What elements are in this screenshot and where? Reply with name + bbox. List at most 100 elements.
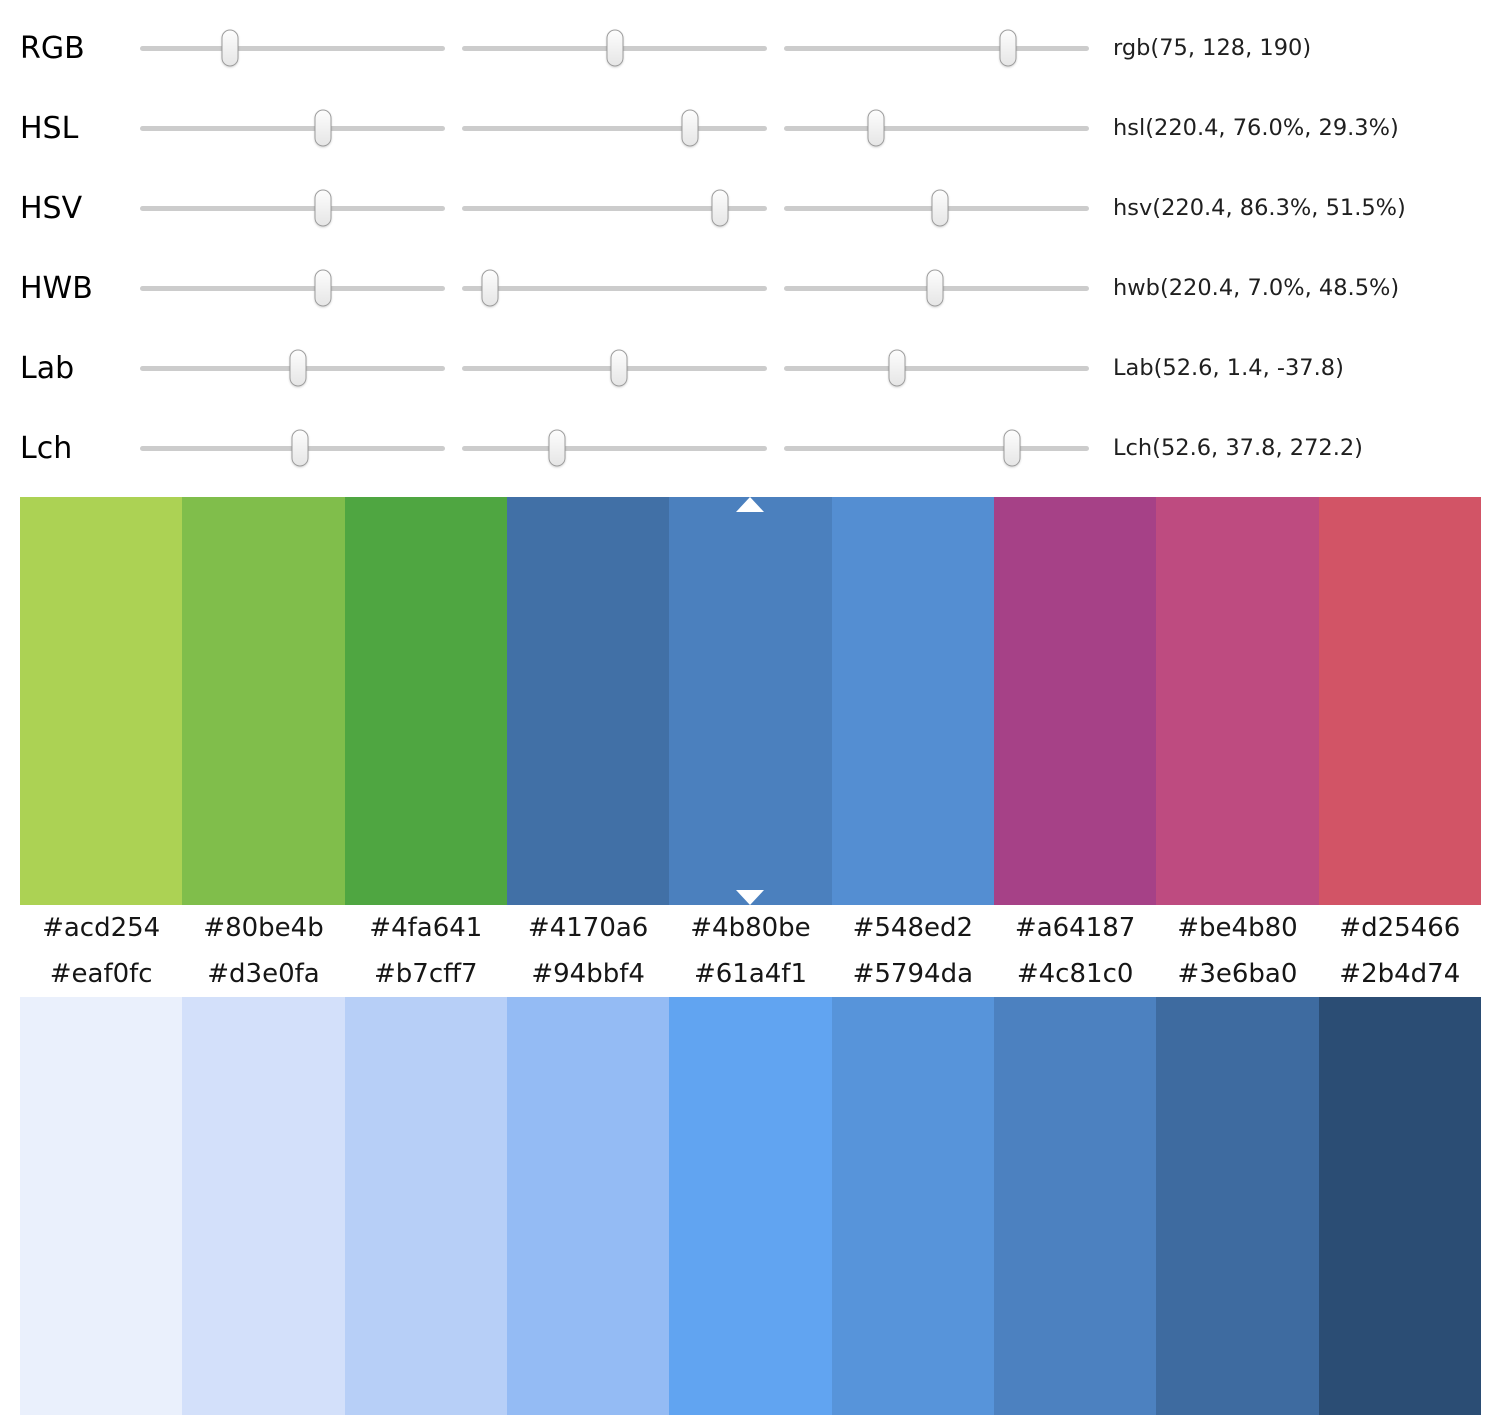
color-sliders-panel: RGB rgb(75, 128, 190) HSL hsl(220.4, 76.0%,…	[0, 0, 1501, 488]
slider-track-rgb-1[interactable]	[462, 29, 767, 67]
palette-swatch[interactable]	[993, 497, 1157, 905]
palette-swatch[interactable]	[344, 997, 507, 1415]
slider-thumb-hwb-0[interactable]	[314, 269, 332, 307]
slider-track-hsl-0[interactable]	[140, 109, 445, 147]
slider-thumb-rgb-2[interactable]	[999, 29, 1017, 67]
slider-track-hsv-1[interactable]	[462, 189, 767, 227]
slider-track-lab-1[interactable]	[462, 349, 767, 387]
swatch-hex-label: #d25466	[1339, 913, 1461, 943]
slider-value: hsl(220.4, 76.0%, 29.3%)	[1113, 115, 1399, 141]
slider-track-lab-2[interactable]	[784, 349, 1089, 387]
palette-swatch[interactable]	[506, 997, 670, 1415]
slider-thumb-lch-2[interactable]	[1003, 429, 1021, 467]
shade-palette	[20, 997, 1481, 1415]
swatch-hex-label: #5794da	[852, 959, 973, 989]
slider-value: rgb(75, 128, 190)	[1113, 35, 1312, 61]
palette-swatch[interactable]	[1318, 997, 1481, 1415]
slider-thumb-hsl-1[interactable]	[681, 109, 699, 147]
palette-swatch[interactable]	[20, 497, 183, 905]
slider-track-rgb-0[interactable]	[140, 29, 445, 67]
swatch-hex-label: #4fa641	[369, 913, 483, 943]
slider-thumb-rgb-0[interactable]	[221, 29, 239, 67]
palette-swatch[interactable]	[1156, 497, 1319, 905]
palette-swatch[interactable]	[831, 497, 994, 905]
palette-swatch[interactable]	[669, 497, 832, 905]
slider-tracks	[140, 269, 1089, 307]
swatch-hex-label: #b7cff7	[374, 959, 478, 989]
slider-tracks	[140, 109, 1089, 147]
swatch-hex-label: #4170a6	[527, 913, 649, 943]
slider-thumb-lch-1[interactable]	[548, 429, 566, 467]
slider-row-label: HSV	[20, 190, 83, 226]
slider-track-lch-2[interactable]	[784, 429, 1089, 467]
slider-row-label: HSL	[20, 110, 79, 146]
slider-track-hwb-0[interactable]	[140, 269, 445, 307]
slider-thumb-rgb-1[interactable]	[606, 29, 623, 67]
slider-track-lch-1[interactable]	[462, 429, 767, 467]
selected-swatch-marker-bottom	[736, 890, 765, 905]
palette-swatch[interactable]	[1318, 497, 1481, 905]
slider-thumb-hsl-0[interactable]	[314, 109, 332, 147]
swatch-hex-label: #4b80be	[690, 913, 811, 943]
slider-track-rgb-2[interactable]	[784, 29, 1089, 67]
slider-row-label: Lab	[20, 350, 75, 386]
slider-track-hsv-2[interactable]	[784, 189, 1089, 227]
swatch-hex-label: #4c81c0	[1016, 959, 1134, 989]
slider-row: Lch Lch(52.6, 37.8, 272.2)	[0, 408, 1501, 488]
palette-swatch[interactable]	[993, 997, 1157, 1415]
slider-thumb-hsv-0[interactable]	[314, 189, 332, 227]
slider-thumb-hwb-1[interactable]	[481, 269, 499, 307]
slider-row-label: HWB	[20, 270, 93, 306]
slider-track-hwb-2[interactable]	[784, 269, 1089, 307]
slider-tracks	[140, 429, 1089, 467]
slider-track-hsl-1[interactable]	[462, 109, 767, 147]
slider-track-lch-0[interactable]	[140, 429, 445, 467]
swatch-hex-label: #be4b80	[1177, 913, 1298, 943]
slider-track-lab-0[interactable]	[140, 349, 445, 387]
slider-track-hwb-1[interactable]	[462, 269, 767, 307]
swatch-hex-label: #eaf0fc	[49, 959, 153, 989]
palette-swatch[interactable]	[831, 997, 994, 1415]
slider-value: Lch(52.6, 37.8, 272.2)	[1113, 435, 1363, 461]
slider-thumb-hsv-1[interactable]	[711, 189, 729, 227]
swatch-hex-label: #80be4b	[203, 913, 324, 943]
selected-swatch-marker-top	[736, 497, 765, 512]
slider-thumb-hsl-2[interactable]	[867, 109, 885, 147]
slider-tracks	[140, 349, 1089, 387]
slider-thumb-lch-0[interactable]	[291, 429, 309, 467]
slider-value: hwb(220.4, 7.0%, 48.5%)	[1113, 275, 1400, 301]
slider-row: RGB rgb(75, 128, 190)	[0, 8, 1501, 88]
slider-thumb-hwb-2[interactable]	[926, 269, 944, 307]
palette-swatch[interactable]	[344, 497, 507, 905]
slider-track-hsv-0[interactable]	[140, 189, 445, 227]
swatch-hex-label: #d3e0fa	[207, 959, 320, 989]
slider-row-label: RGB	[20, 30, 85, 66]
palette-swatch[interactable]	[20, 997, 183, 1415]
slider-thumb-lab-1[interactable]	[610, 349, 628, 387]
swatch-hex-label: #a64187	[1014, 913, 1136, 943]
slider-thumb-hsv-2[interactable]	[931, 189, 949, 227]
palette-swatch[interactable]	[182, 997, 345, 1415]
slider-value: Lab(52.6, 1.4, -37.8)	[1113, 355, 1344, 381]
slider-thumb-lab-0[interactable]	[289, 349, 307, 387]
shade-palette-hex-labels: #eaf0fc #d3e0fa #b7cff7 #94bbf4 #61a4f1 #5794…	[20, 951, 1481, 997]
palette-swatch[interactable]	[182, 497, 345, 905]
swatch-hex-label: #2b4d74	[1339, 959, 1461, 989]
swatch-hex-label: #548ed2	[852, 913, 974, 943]
palette-swatch[interactable]	[669, 997, 832, 1415]
slider-row: HSV hsv(220.4, 86.3%, 51.5%)	[0, 168, 1501, 248]
hue-palette	[20, 497, 1481, 905]
hue-palette-hex-labels: #acd254 #80be4b #4fa641 #4170a6 #4b80be #548e…	[20, 905, 1481, 951]
palette-swatch[interactable]	[1156, 997, 1319, 1415]
slider-thumb-lab-2[interactable]	[888, 349, 906, 387]
slider-row: HSL hsl(220.4, 76.0%, 29.3%)	[0, 88, 1501, 168]
slider-row-label: Lch	[20, 430, 73, 466]
swatch-hex-label: #61a4f1	[693, 959, 807, 989]
swatch-hex-label: #3e6ba0	[1177, 959, 1298, 989]
palette-swatch[interactable]	[506, 497, 670, 905]
swatch-hex-label: #acd254	[42, 913, 161, 943]
slider-value: hsv(220.4, 86.3%, 51.5%)	[1113, 195, 1406, 221]
slider-track-hsl-2[interactable]	[784, 109, 1089, 147]
swatch-hex-label: #94bbf4	[531, 959, 645, 989]
slider-tracks	[140, 189, 1089, 227]
